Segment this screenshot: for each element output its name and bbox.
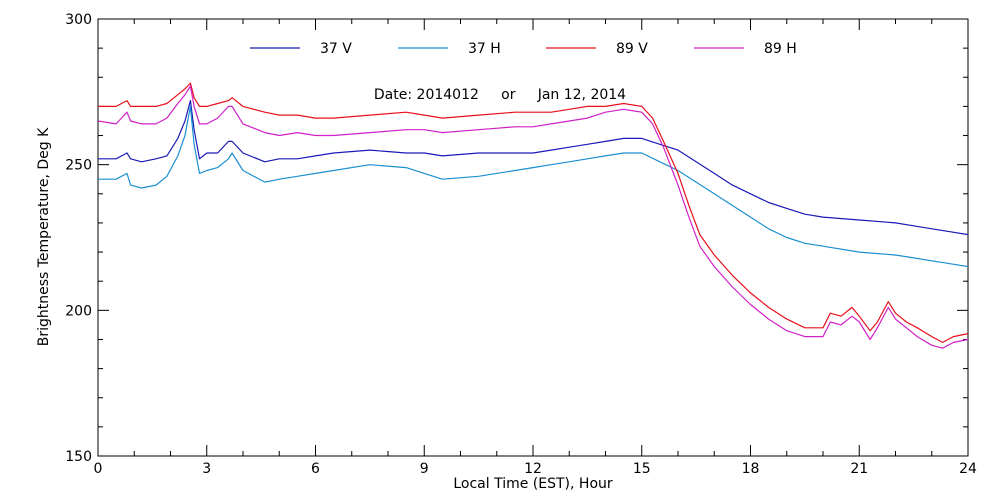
y-tick-label: 300	[65, 12, 92, 28]
date-annotation: Date: 2014012 or Jan 12, 2014	[374, 87, 626, 103]
series-line-89-h	[97, 85, 969, 349]
x-tick-label: 18	[742, 461, 760, 477]
legend-label: 37 V	[320, 41, 352, 57]
series-line-89-v	[98, 82, 969, 343]
x-tick-label: 15	[633, 461, 651, 477]
y-tick-label: 250	[65, 158, 92, 174]
y-tick-label: 200	[65, 303, 92, 319]
legend-label: 89 H	[764, 41, 797, 57]
x-tick-label: 24	[959, 461, 977, 477]
data-series	[97, 82, 969, 349]
x-tick-label: 9	[420, 461, 429, 477]
legend: 37 V 37 H 89 V 89 H	[250, 41, 797, 57]
x-tick-label: 3	[202, 461, 211, 477]
x-tick-label: 12	[524, 461, 542, 477]
x-tick-label: 6	[311, 461, 320, 477]
series-line-37-v	[98, 99, 969, 236]
axis-ticks	[97, 18, 969, 457]
axis-tick-labels: 0 3 6 9 12 15 18 21 24 150 200 250 300	[65, 12, 977, 477]
y-tick-label: 150	[65, 449, 92, 465]
x-tick-label: 0	[94, 461, 103, 477]
x-axis-label: Local Time (EST), Hour	[453, 476, 613, 492]
y-axis-label: Brightness Temperature, Deg K	[36, 127, 52, 346]
series-line-37-h	[98, 105, 969, 268]
x-tick-label: 21	[850, 461, 868, 477]
legend-label: 89 V	[616, 41, 648, 57]
legend-label: 37 H	[468, 41, 501, 57]
